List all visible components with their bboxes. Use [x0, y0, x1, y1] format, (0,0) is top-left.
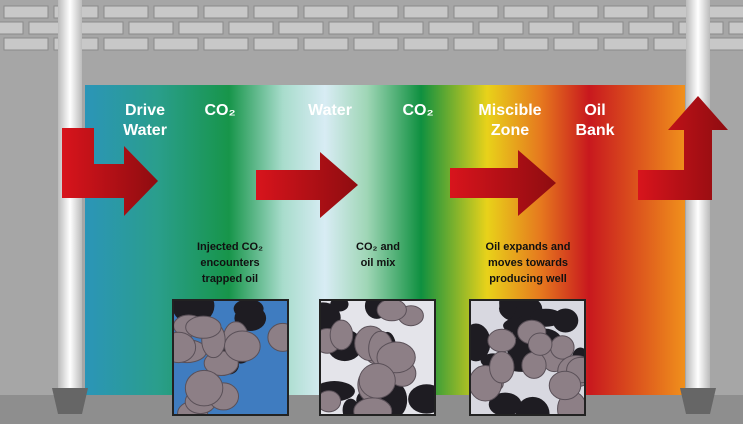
brick	[603, 5, 649, 19]
oil	[515, 396, 550, 415]
brick	[453, 37, 499, 51]
brick	[428, 21, 474, 35]
zone-label: Water	[123, 122, 167, 139]
brick	[253, 5, 299, 19]
flow-arrow	[638, 96, 728, 200]
grains	[173, 300, 288, 415]
well-base	[52, 388, 88, 414]
brick	[403, 5, 449, 19]
brick	[203, 5, 249, 19]
grain	[489, 351, 515, 384]
brick	[228, 21, 274, 35]
caption: moves towards	[488, 257, 568, 269]
brick	[153, 5, 199, 19]
zone-label: Bank	[575, 122, 614, 139]
brick	[378, 21, 424, 35]
oil	[330, 300, 349, 312]
brick	[3, 5, 49, 19]
caption: CO₂ and	[356, 241, 400, 253]
brick	[78, 21, 124, 35]
zone-label: Drive	[125, 102, 165, 119]
rock-sample	[469, 299, 586, 416]
caption: Injected CO₂	[197, 241, 263, 253]
brick	[578, 21, 624, 35]
rock-border	[319, 299, 436, 416]
brick	[328, 21, 374, 35]
brick	[3, 37, 49, 51]
rock-border	[469, 299, 586, 416]
brick	[628, 21, 674, 35]
grain	[267, 322, 288, 352]
oil	[552, 308, 579, 333]
oil	[499, 300, 517, 320]
brick	[178, 21, 224, 35]
brick	[503, 37, 549, 51]
flow-arrow	[450, 150, 556, 216]
oil	[470, 323, 491, 362]
zone-label: Oil	[584, 102, 605, 119]
brick	[103, 37, 149, 51]
grain	[358, 363, 396, 399]
caption: Oil expands and	[486, 241, 571, 253]
grain	[184, 369, 224, 407]
brick	[278, 21, 324, 35]
grain	[173, 331, 197, 364]
zone-label: Water	[308, 102, 352, 119]
brick	[153, 37, 199, 51]
brick	[0, 21, 24, 35]
brick	[603, 37, 649, 51]
brick	[728, 21, 743, 35]
zone-label: CO₂	[204, 102, 235, 119]
rock-sample	[319, 299, 436, 416]
brick	[353, 5, 399, 19]
brick	[203, 37, 249, 51]
grains	[470, 300, 585, 415]
brick	[303, 37, 349, 51]
brick	[503, 5, 549, 19]
grain	[376, 341, 416, 374]
oil	[408, 384, 435, 414]
zone-label: CO₂	[402, 102, 433, 119]
brick-wall	[0, 5, 743, 51]
grain	[527, 332, 553, 356]
grain	[185, 315, 222, 339]
brick	[403, 37, 449, 51]
grain	[376, 300, 407, 322]
brick	[553, 5, 599, 19]
grain	[550, 335, 575, 360]
brick	[303, 5, 349, 19]
rock-sample	[172, 299, 289, 416]
brick	[253, 37, 299, 51]
zone-label: Miscible	[478, 102, 541, 119]
brick	[353, 37, 399, 51]
grain	[320, 390, 342, 413]
rock-border	[172, 299, 289, 416]
brick	[128, 21, 174, 35]
caption: trapped oil	[202, 273, 258, 285]
flow-arrow	[62, 128, 158, 216]
brick	[553, 37, 599, 51]
zone-label: Zone	[491, 122, 529, 139]
caption: producing well	[489, 273, 567, 285]
brick	[103, 5, 149, 19]
grain	[487, 328, 517, 353]
brick	[528, 21, 574, 35]
grain	[224, 330, 261, 362]
brick	[478, 21, 524, 35]
grain	[329, 319, 354, 351]
grain	[548, 370, 582, 401]
grains	[320, 300, 435, 415]
grain	[521, 351, 547, 379]
brick	[453, 5, 499, 19]
flow-arrow	[256, 152, 358, 218]
caption: oil mix	[361, 257, 397, 269]
well-base	[680, 388, 716, 414]
caption: encounters	[200, 257, 259, 269]
oil	[488, 392, 522, 415]
